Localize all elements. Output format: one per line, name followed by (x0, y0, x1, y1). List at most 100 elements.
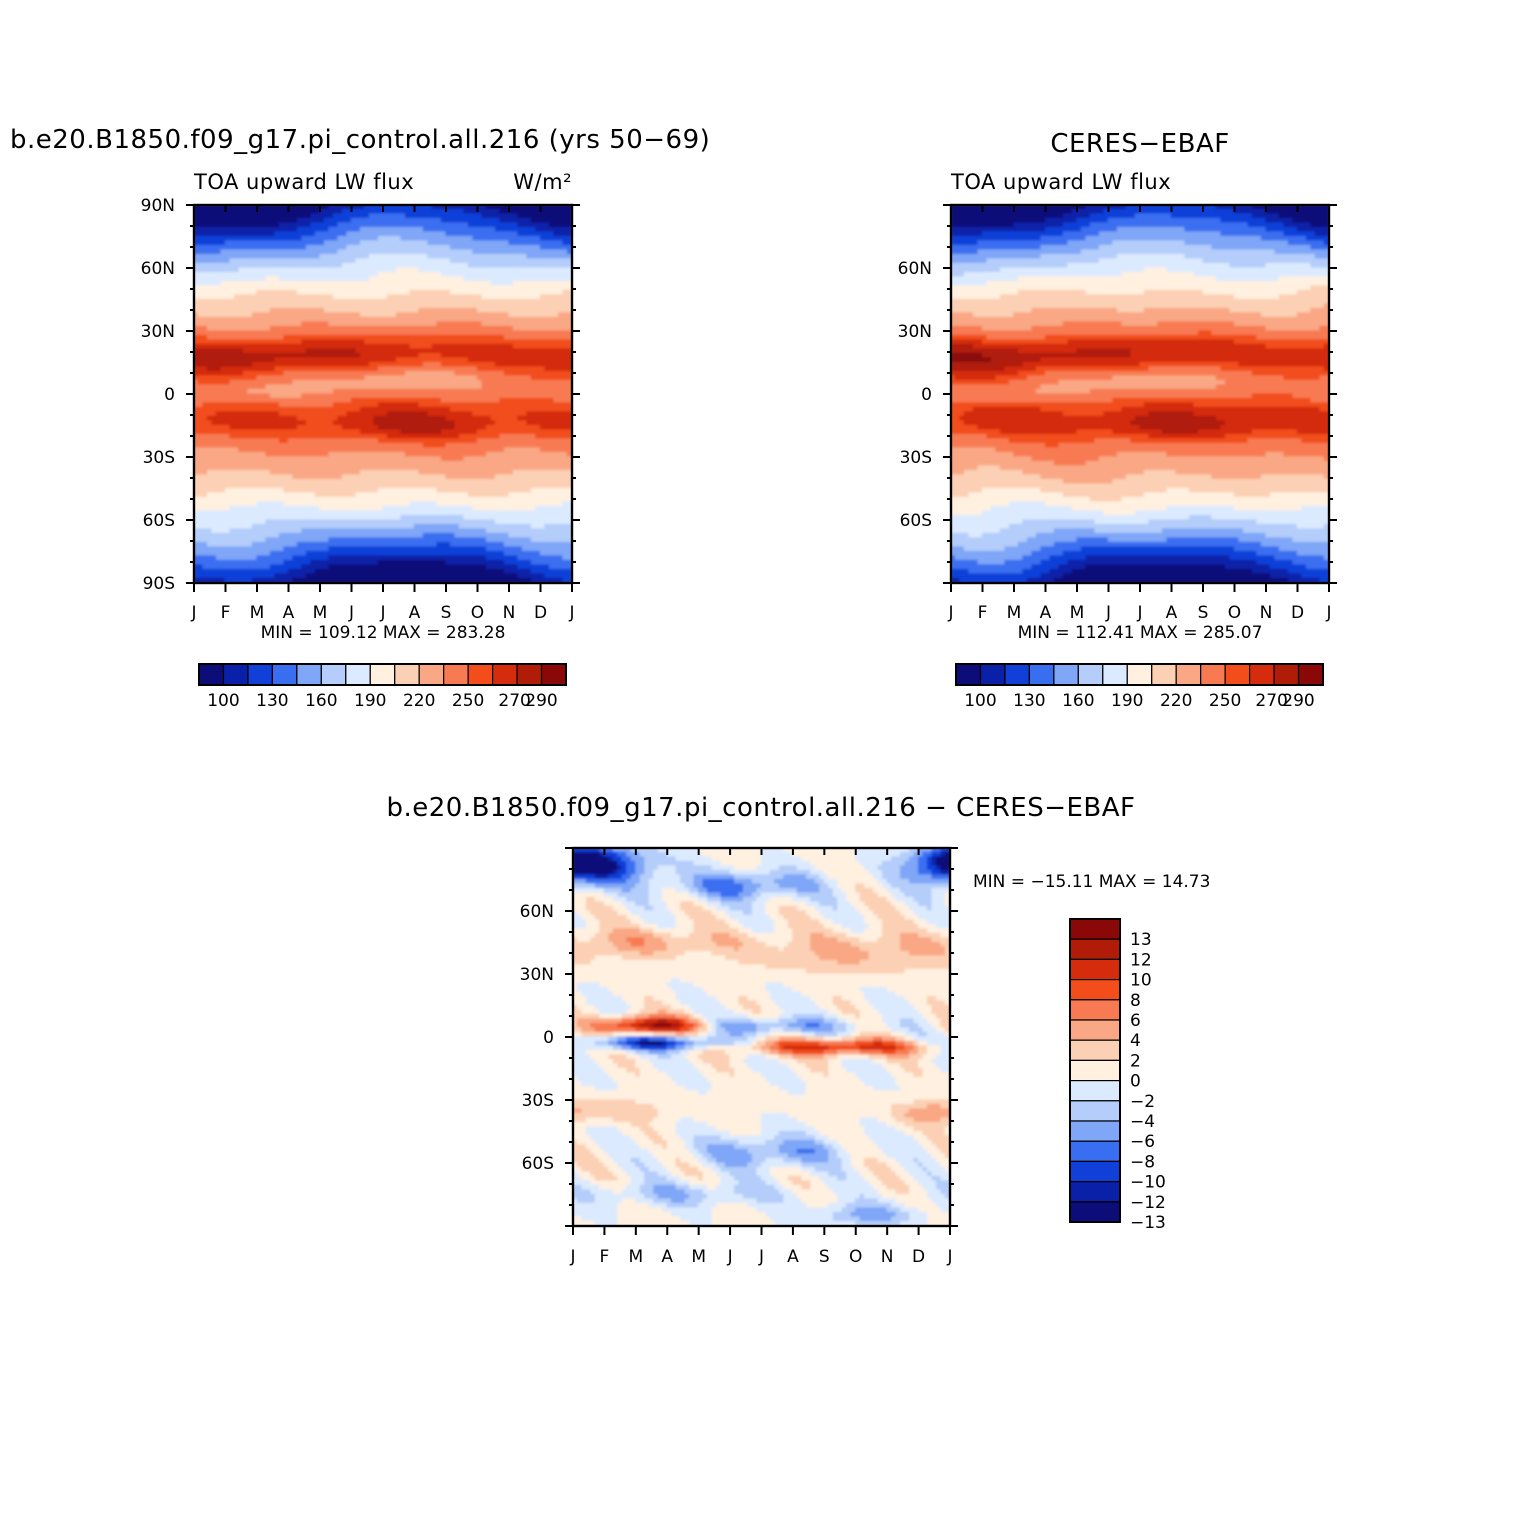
contour-cell (260, 339, 267, 346)
contour-cell (422, 303, 429, 310)
contour-cell (418, 249, 425, 256)
contour-cell (292, 222, 299, 229)
contour-cell (526, 222, 533, 229)
contour-cell (206, 420, 213, 427)
contour-cell (350, 205, 357, 211)
contour-cell (526, 433, 533, 440)
contour-cell (463, 348, 470, 355)
contour-cell (503, 249, 510, 256)
contour-cell (292, 226, 299, 233)
contour-cell (404, 366, 411, 373)
contour-cell (512, 465, 519, 472)
contour-cell (260, 393, 267, 400)
contour-cell (499, 442, 506, 449)
contour-cell (355, 343, 362, 350)
contour-cell (359, 205, 366, 211)
contour-cell (202, 213, 209, 220)
contour-cell (368, 303, 375, 310)
contour-cell (242, 321, 249, 328)
contour-cell (418, 294, 425, 301)
contour-cell (526, 294, 533, 301)
contour-cell (445, 240, 452, 247)
contour-cell (368, 231, 375, 238)
contour-cell (229, 217, 236, 224)
contour-cell (566, 384, 572, 391)
contour-cell (422, 343, 429, 350)
contour-cell (436, 205, 443, 211)
contour-cell (202, 411, 209, 418)
contour-cell (512, 375, 519, 382)
contour-cell (535, 429, 542, 436)
contour-cell (319, 217, 326, 224)
contour-cell (274, 240, 281, 247)
contour-cell (557, 289, 564, 296)
contour-cell (215, 460, 222, 467)
contour-cell (319, 325, 326, 332)
contour-cell (247, 222, 254, 229)
contour-cell (485, 447, 492, 454)
contour-cell (319, 303, 326, 310)
contour-cell (418, 303, 425, 310)
contour-cell (233, 312, 240, 319)
contour-cell (319, 312, 326, 319)
contour-cell (521, 285, 528, 292)
contour-cell (283, 240, 290, 247)
contour-cell (319, 240, 326, 247)
contour-cell (449, 361, 456, 368)
contour-cell (310, 231, 317, 238)
contour-cell (373, 384, 380, 391)
contour-cell (539, 276, 546, 283)
contour-cell (206, 465, 213, 472)
contour-cell (278, 208, 285, 215)
contour-cell (485, 411, 492, 418)
contour-cell (215, 411, 222, 418)
contour-cell (562, 339, 569, 346)
contour-cell (544, 339, 551, 346)
contour-cell (346, 244, 353, 251)
contour-cell (319, 375, 326, 382)
contour-cell (373, 375, 380, 382)
contour-cell (490, 438, 497, 445)
contour-cell (395, 240, 402, 247)
contour-cell (508, 276, 515, 283)
contour-cell (427, 348, 434, 355)
contour-cell (400, 244, 407, 251)
contour-cell (566, 217, 572, 224)
contour-cell (395, 379, 402, 386)
contour-cell (481, 433, 488, 440)
contour-cell (287, 316, 294, 323)
contour-cell (301, 388, 308, 395)
contour-cell (404, 205, 411, 211)
contour-cell (499, 321, 506, 328)
contour-cell (472, 235, 479, 242)
contour-cell (503, 330, 510, 337)
contour-cell (265, 420, 272, 427)
contour-cell (364, 343, 371, 350)
contour-cell (247, 217, 254, 224)
contour-cell (427, 280, 434, 287)
contour-cell (314, 447, 321, 454)
contour-cell (427, 276, 434, 283)
contour-cell (319, 276, 326, 283)
contour-cell (359, 397, 366, 404)
contour-cell (346, 249, 353, 256)
contour-cell (458, 244, 465, 251)
contour-cell (508, 366, 515, 373)
contour-cell (391, 334, 398, 341)
contour-cell (544, 253, 551, 260)
contour-cell (463, 208, 470, 215)
contour-cell (274, 406, 281, 413)
contour-cell (260, 357, 267, 364)
contour-cell (251, 307, 258, 314)
contour-cell (539, 222, 546, 229)
contour-cell (377, 343, 384, 350)
contour-cell (233, 406, 240, 413)
contour-cell (463, 370, 470, 377)
contour-cell (287, 348, 294, 355)
contour-cell (251, 217, 258, 224)
contour-cell (422, 352, 429, 359)
contour-cell (526, 402, 533, 409)
contour-cell (341, 271, 348, 278)
contour-cell (431, 307, 438, 314)
contour-cell (238, 235, 245, 242)
